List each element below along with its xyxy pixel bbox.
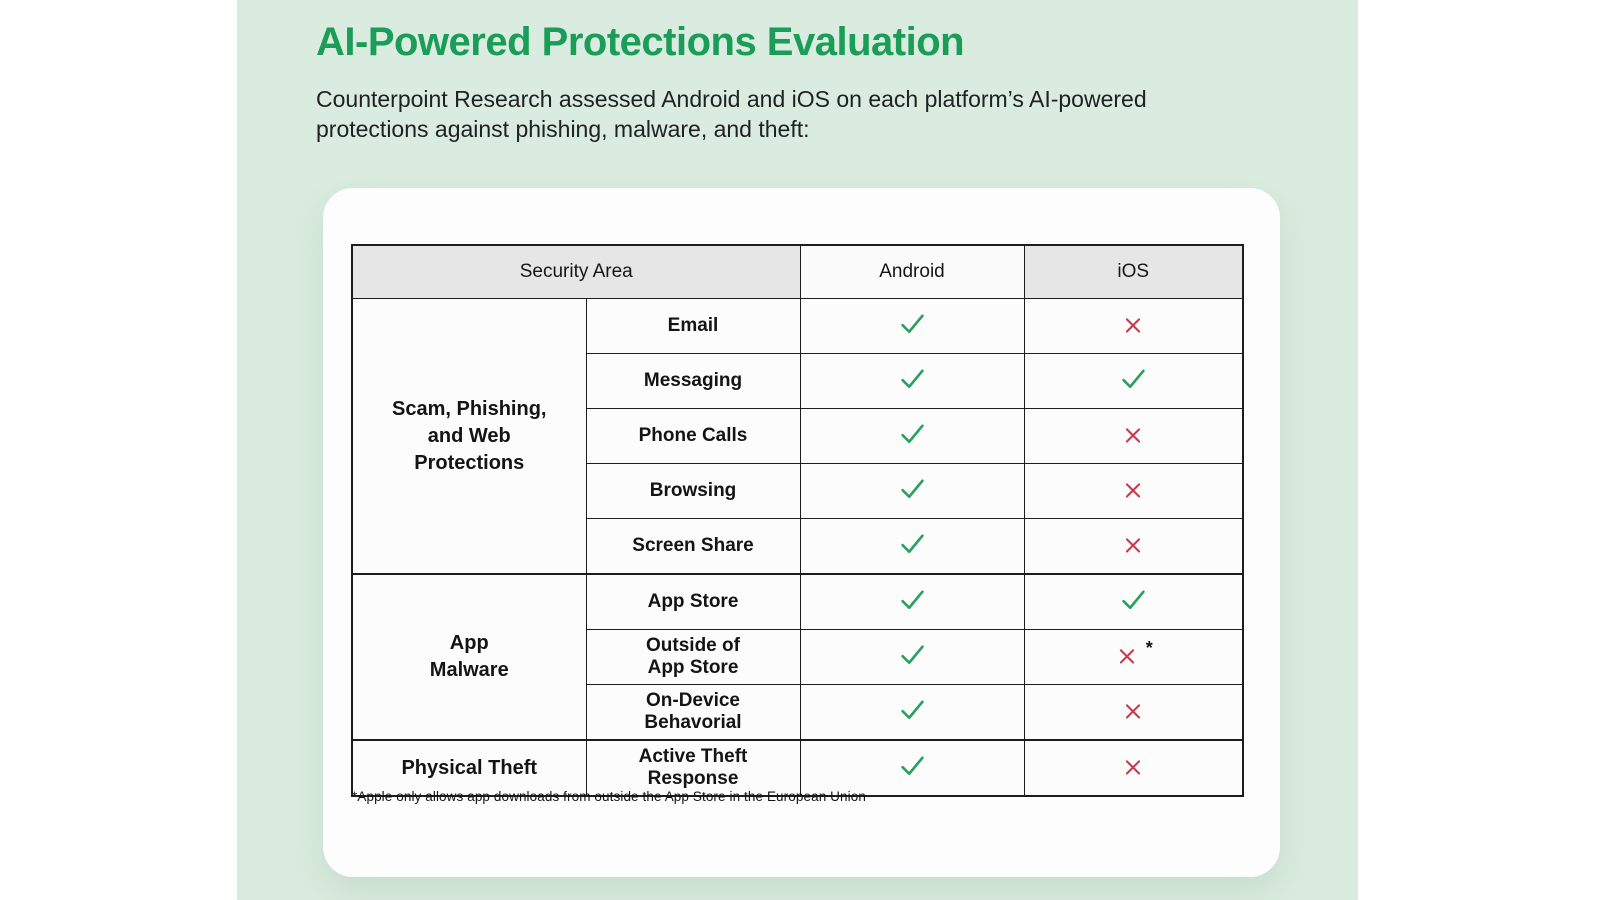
table-row: Outside of App Store *: [352, 629, 1244, 685]
status-icon: [896, 638, 929, 671]
status-icon: [1117, 362, 1150, 395]
cross-icon: [1126, 428, 1141, 443]
status-cell-ios-messaging: [1023, 353, 1244, 409]
status-icon: [896, 362, 929, 395]
status-cell-android-outside-app-store: [799, 629, 1025, 685]
feature-cell-screen-share: Screen Share: [585, 518, 801, 575]
feature-cell-messaging: Messaging: [585, 353, 801, 409]
feature-cell-outside-app-store: Outside of App Store: [585, 629, 801, 685]
cross-icon: [1126, 704, 1141, 719]
cross-icon: [1126, 483, 1141, 498]
status-icon: [1120, 529, 1146, 562]
status-icon: [1114, 640, 1140, 673]
green-panel: AI-Powered Protections Evaluation Counte…: [237, 0, 1358, 900]
page-subtitle: Counterpoint Research assessed Android a…: [316, 86, 1147, 142]
status-icon: [896, 749, 929, 782]
check-icon: [900, 479, 924, 499]
cross-icon: [1126, 318, 1141, 333]
table-row: App Malware App Store: [351, 573, 1244, 741]
cross-icon: [1119, 649, 1134, 664]
table-header-row: Security Area Android iOS: [351, 244, 1244, 299]
status-icon: [1117, 583, 1150, 616]
comparison-table: Security Area Android iOS Scam, Phishing…: [351, 244, 1244, 797]
table-row: Physical Theft Active Theft Response: [351, 739, 1244, 797]
status-icon: [896, 583, 929, 616]
group-cell-app-malware: App Malware: [351, 573, 587, 741]
status-cell-ios-app-store: [1023, 573, 1244, 630]
check-icon: [1122, 590, 1145, 610]
status-cell-android-email: [799, 298, 1025, 354]
feature-cell-email: Email: [585, 298, 801, 354]
check-icon: [900, 700, 924, 720]
status-cell-android-screen-share: [799, 518, 1025, 575]
check-icon: [900, 424, 924, 444]
status-cell-ios-browsing: [1023, 463, 1244, 519]
status-cell-ios-on-device: [1023, 684, 1244, 741]
footnote-asterisk: *: [1145, 638, 1153, 659]
feature-cell-active-theft-response: Active Theft Response: [585, 739, 801, 797]
status-cell-ios-outside-app-store: *: [1023, 629, 1244, 685]
feature-cell-app-store: App Store: [585, 573, 801, 630]
status-icon: [896, 307, 929, 340]
group-cell-scam-phishing-web: Scam, Phishing, and Web Protections: [351, 298, 587, 575]
status-cell-android-app-store: [799, 573, 1025, 630]
table-row: Scam, Phishing, and Web Protections Emai…: [351, 298, 1244, 575]
column-header-ios: iOS: [1023, 244, 1244, 299]
check-icon: [900, 756, 924, 776]
status-icon: [1120, 751, 1146, 784]
status-icon: [896, 693, 929, 726]
column-header-android: Android: [799, 244, 1025, 299]
feature-cell-on-device-behavorial: On-Device Behavorial: [585, 684, 801, 741]
status-cell-ios-phone-calls: [1023, 408, 1244, 464]
table-row: Messaging: [352, 353, 1244, 409]
cross-icon: [1126, 538, 1141, 553]
comparison-card: Security Area Android iOS Scam, Phishing…: [323, 188, 1280, 877]
status-cell-android-active-theft: [799, 739, 1025, 797]
status-icon: [896, 417, 929, 450]
status-cell-android-browsing: [799, 463, 1025, 519]
cross-icon: [1126, 760, 1141, 775]
column-header-security-area: Security Area: [351, 244, 801, 299]
status-cell-ios-screen-share: [1023, 518, 1244, 575]
feature-cell-phone-calls: Phone Calls: [585, 408, 801, 464]
page-title: AI-Powered Protections Evaluation: [316, 20, 965, 64]
check-icon: [900, 645, 924, 665]
check-icon: [900, 534, 924, 554]
status-icon: [1120, 474, 1146, 507]
check-icon: [900, 369, 924, 389]
status-icon: [896, 472, 929, 505]
status-cell-android-on-device: [799, 684, 1025, 741]
status-icon: [1120, 695, 1146, 728]
feature-cell-browsing: Browsing: [585, 463, 801, 519]
status-cell-ios-email: [1023, 298, 1244, 354]
table-row: Screen Share: [352, 518, 1244, 575]
check-icon: [1122, 369, 1145, 389]
table-row: Phone Calls: [352, 408, 1244, 464]
check-icon: [900, 590, 924, 610]
footnote: *Apple only allows app downloads from ou…: [352, 789, 866, 804]
check-icon: [900, 314, 924, 334]
status-icon: [896, 527, 929, 560]
status-cell-android-phone-calls: [799, 408, 1025, 464]
table-row: Browsing: [352, 463, 1244, 519]
status-icon: [1120, 419, 1146, 452]
table-row: On-Device Behavorial: [352, 684, 1244, 741]
status-cell-ios-active-theft: [1023, 739, 1244, 797]
group-cell-physical-theft: Physical Theft: [351, 739, 587, 797]
status-icon: [1120, 309, 1146, 342]
status-cell-android-messaging: [799, 353, 1025, 409]
